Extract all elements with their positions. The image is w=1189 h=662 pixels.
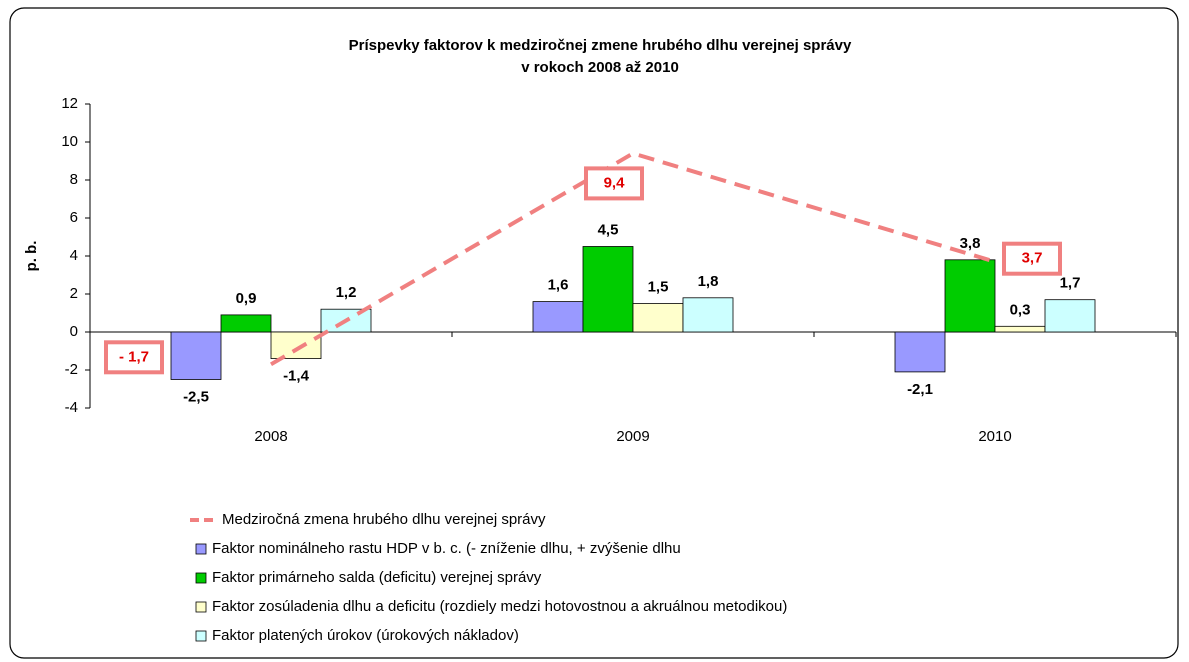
bar-value-label: 1,6	[548, 277, 569, 294]
bar-value-label: 1,8	[698, 273, 719, 290]
bar	[994, 325, 1046, 333]
line-value-label: 9,4	[604, 174, 626, 191]
line-label-box	[104, 340, 164, 375]
y-tick-label: 10	[61, 133, 78, 150]
x-tick-label: 2008	[254, 428, 287, 445]
x-tick-label: 2010	[978, 428, 1011, 445]
legend-label: Medziročná zmena hrubého dlhu verejnej s…	[222, 511, 546, 528]
chart-title: v rokoch 2008 až 2010	[521, 59, 679, 76]
y-tick-label: -2	[65, 361, 78, 378]
line-value-label: - 1,7	[119, 348, 149, 365]
bar	[894, 331, 946, 373]
line-label-box	[1002, 241, 1062, 276]
y-tick-label: 2	[70, 285, 78, 302]
y-tick-label: 12	[61, 95, 78, 112]
bar-value-label: -2,5	[183, 388, 209, 405]
bar	[532, 301, 584, 333]
y-tick-label: 4	[70, 247, 78, 264]
bar-value-label: 1,7	[1060, 275, 1081, 292]
bar-value-label: 0,9	[236, 290, 257, 307]
bar-value-label: -1,4	[283, 368, 310, 385]
line-series	[269, 151, 996, 367]
line-label-box	[584, 166, 644, 201]
legend-label: Faktor zosúladenia dlhu a deficitu (rozd…	[212, 598, 787, 615]
legend-swatch	[195, 543, 207, 555]
y-tick-label: -4	[65, 399, 78, 416]
legend-swatch	[195, 572, 207, 584]
bar	[1044, 299, 1096, 333]
y-tick-label: 6	[70, 209, 78, 226]
bar	[220, 314, 272, 333]
bar	[632, 303, 684, 333]
line-value-label: 3,7	[1022, 250, 1043, 267]
legend-swatch	[195, 630, 207, 642]
bar	[170, 331, 222, 380]
legend-label: Faktor nominálneho rastu HDP v b. c. (- …	[212, 540, 681, 557]
chart-frame	[9, 7, 1179, 659]
bar	[582, 246, 634, 333]
bar	[270, 331, 322, 360]
y-tick-label: 0	[70, 323, 78, 340]
bar-value-label: 3,8	[960, 235, 981, 252]
bar-value-label: 1,5	[648, 278, 669, 295]
y-tick-label: 8	[70, 171, 78, 188]
bar	[944, 259, 996, 333]
bar-value-label: -2,1	[907, 381, 933, 398]
x-tick-label: 2009	[616, 428, 649, 445]
bar-value-label: 0,3	[1010, 301, 1031, 318]
bar	[682, 297, 734, 333]
legend-swatch	[195, 601, 207, 613]
bar-value-label: 4,5	[598, 221, 619, 238]
legend-label: Faktor platených úrokov (úrokových nákla…	[212, 627, 519, 644]
y-axis-label: p. b.	[23, 241, 40, 272]
legend-label: Faktor primárneho salda (deficitu) verej…	[212, 569, 542, 586]
bar-value-label: 1,2	[336, 284, 357, 301]
chart-title: Príspevky faktorov k medziročnej zmene h…	[349, 37, 852, 54]
